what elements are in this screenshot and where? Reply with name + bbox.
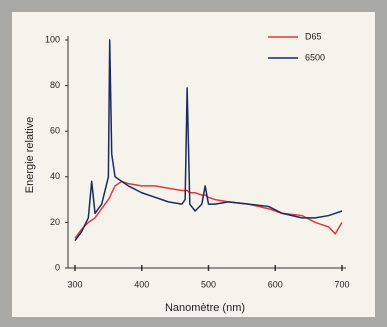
x-tick-label: 500 — [201, 279, 216, 289]
x-tick-label: 400 — [134, 279, 149, 289]
x-tick-label: 600 — [268, 279, 283, 289]
y-tick-label: 20 — [50, 217, 60, 227]
y-tick-label: 40 — [50, 171, 60, 181]
y-tick-label: 0 — [55, 262, 60, 272]
x-tick-label: 700 — [334, 279, 349, 289]
legend-label: D65 — [305, 31, 322, 41]
x-tick-label: 300 — [67, 279, 82, 289]
y-tick-label: 100 — [45, 34, 60, 44]
y-tick-label: 80 — [50, 80, 60, 90]
panel — [12, 12, 375, 317]
x-axis-label: Nanomètre (nm) — [165, 302, 245, 314]
y-tick-label: 60 — [50, 126, 60, 136]
series-line — [74, 39, 343, 242]
y-axis-label: Energie relative — [24, 117, 36, 193]
legend-label: 6500 — [305, 52, 325, 62]
